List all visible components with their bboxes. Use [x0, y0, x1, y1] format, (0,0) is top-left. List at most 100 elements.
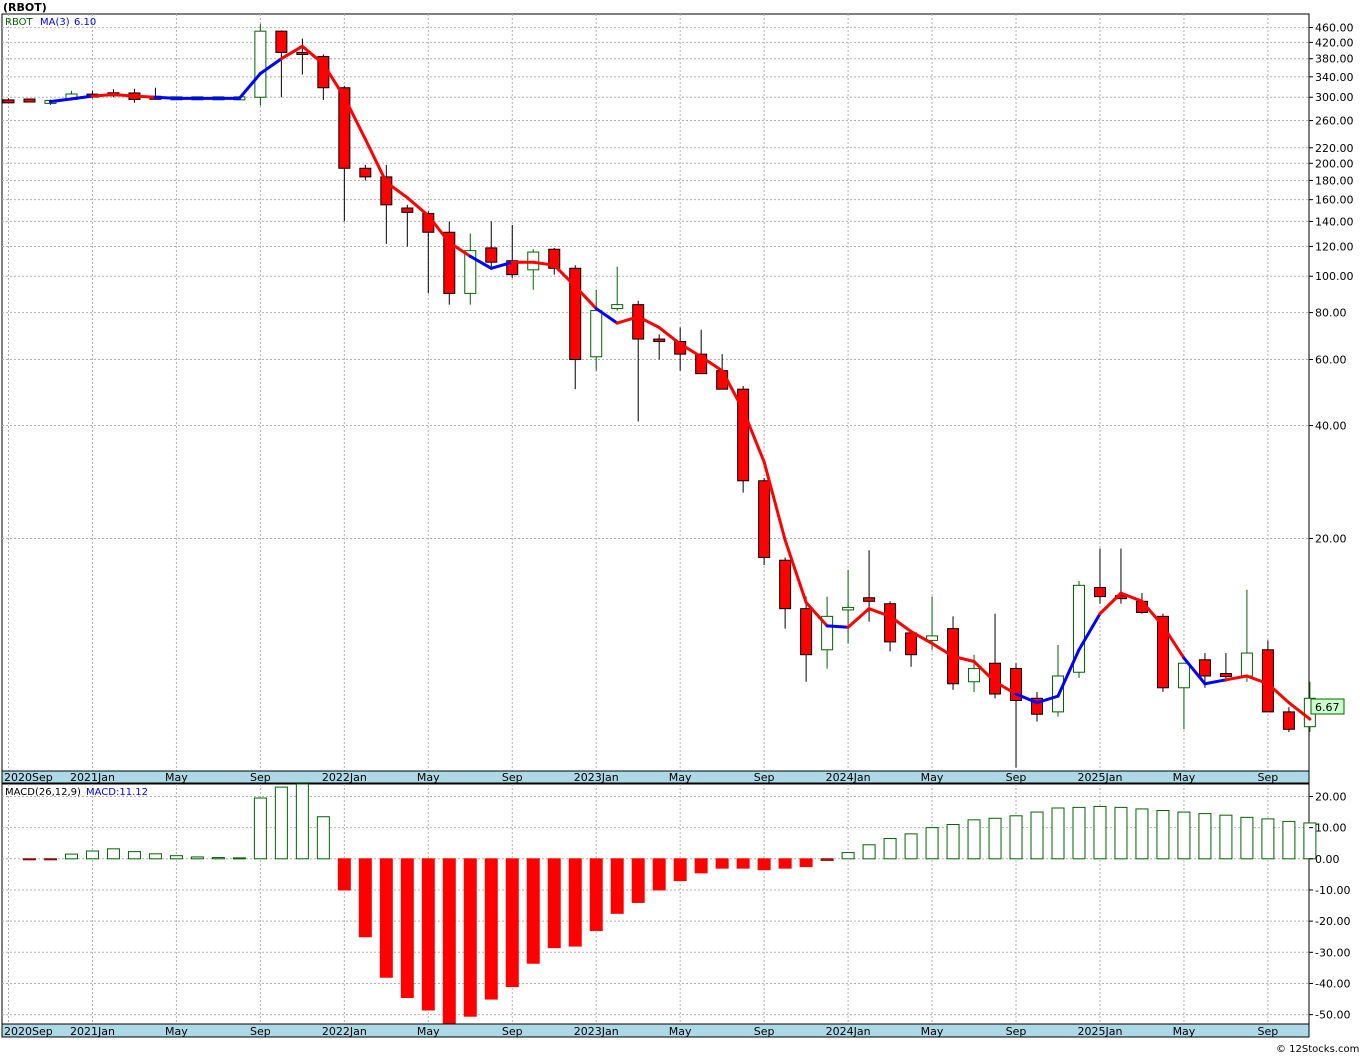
macd-bar: [778, 858, 792, 869]
candle-body: [338, 87, 351, 169]
candle-body: [737, 388, 750, 482]
ma-segment: [1119, 591, 1144, 603]
ma-segment: [1077, 612, 1102, 652]
macd-bar: [736, 858, 750, 869]
ma-segment: [1224, 674, 1249, 682]
macd-bar: [1198, 813, 1212, 860]
ma-segment: [69, 94, 94, 101]
candle-body: [1031, 697, 1044, 715]
candle-body: [863, 597, 876, 602]
macd-bar: [64, 853, 78, 860]
price-tick-label: 60.00: [1315, 353, 1347, 366]
footer-credit: © 12Stocks.com: [1276, 1044, 1359, 1055]
macd-date-label: May: [165, 1025, 188, 1038]
macd-bar: [904, 833, 918, 860]
ma-segment: [636, 315, 661, 330]
last-price-tag: 6.67: [1310, 698, 1345, 715]
macd-bar: [1051, 807, 1065, 860]
ma-segment: [762, 460, 787, 542]
candle: [443, 221, 456, 305]
candle: [401, 204, 414, 247]
candle-body: [443, 231, 456, 294]
ma-segment: [846, 607, 871, 629]
ma-segment: [321, 62, 346, 99]
macd-date-axis-strip: [1, 1023, 1310, 1038]
symbol-title: (RBOT): [3, 1, 47, 14]
macd-bar: [526, 858, 540, 964]
ma-segment: [258, 57, 283, 76]
price-tick-label: 220.00: [1315, 142, 1354, 155]
macd-bar: [631, 858, 645, 903]
candle: [275, 30, 288, 98]
ma-segment: [342, 95, 367, 141]
candle: [1219, 653, 1232, 682]
macd-bar: [1282, 820, 1296, 860]
macd-bar: [799, 858, 813, 868]
candle: [758, 477, 771, 565]
ma-segment: [1056, 648, 1081, 698]
candle: [821, 596, 834, 669]
price-date-label: 2022Jan: [322, 771, 367, 784]
candle-body: [695, 353, 708, 375]
macd-bar: [1240, 816, 1254, 860]
candle-body: [1240, 652, 1253, 677]
candle-body: [275, 30, 288, 53]
ma-segment: [468, 254, 493, 270]
candle: [338, 85, 351, 222]
candle-body: [968, 668, 981, 683]
candle: [1031, 691, 1044, 722]
macd-tick-label: -10.00: [1315, 884, 1350, 897]
candle: [1010, 663, 1023, 768]
price-date-label: May: [1173, 771, 1196, 784]
candle-body: [821, 615, 834, 651]
candle-body: [758, 480, 771, 558]
macd-date-label: Sep: [754, 1025, 775, 1038]
macd-bar: [988, 817, 1002, 860]
candle: [989, 613, 1002, 699]
macd-bar: [421, 858, 435, 1011]
macd-panel: 20.00 10.00 0.00 -10.00 -20.00 -30.00 -40.00 -5…: [1, 783, 1350, 1038]
candle-body: [359, 167, 372, 178]
ma-segment: [279, 44, 304, 61]
ma-segment: [405, 196, 430, 218]
candle-body: [548, 248, 561, 269]
ma-segment: [1140, 599, 1165, 628]
macd-bar: [694, 858, 708, 874]
ma-segment: [615, 315, 640, 325]
candle-body: [884, 603, 897, 643]
candle: [653, 334, 666, 360]
legend-ma-label: MA(3): [40, 17, 70, 28]
candle: [590, 289, 603, 371]
price-plot-frame: [1, 13, 1310, 772]
macd-bar: [190, 856, 204, 860]
ma-segment: [804, 601, 829, 628]
macd-bar: [379, 858, 393, 978]
candle-body: [1219, 673, 1232, 678]
ma-segment: [426, 214, 451, 245]
macd-date-label: 2021Jan: [70, 1025, 115, 1038]
macd-bar: [610, 858, 624, 914]
macd-bar: [253, 797, 267, 860]
candle-body: [296, 51, 309, 55]
candle-body: [611, 304, 624, 310]
price-tick-label: 420.00: [1315, 36, 1354, 49]
candle-body: [800, 608, 813, 656]
ma-segment: [888, 614, 913, 633]
ma-segment: [594, 307, 619, 325]
macd-bar: [1030, 811, 1044, 860]
macd-plot-frame: [1, 783, 1310, 1025]
macd-bar: [1072, 806, 1086, 860]
macd-bar: [1135, 808, 1149, 860]
macd-bar: [820, 858, 834, 861]
ma-segment: [1035, 694, 1060, 705]
price-tick-label: 260.00: [1315, 115, 1354, 128]
ma-segment: [111, 93, 136, 98]
ma-segment: [867, 607, 892, 618]
candle-body: [590, 310, 603, 358]
ma-segment: [678, 342, 703, 359]
macd-bar: [400, 858, 414, 999]
ma-segment: [153, 95, 178, 100]
ma-segment: [993, 680, 1018, 696]
